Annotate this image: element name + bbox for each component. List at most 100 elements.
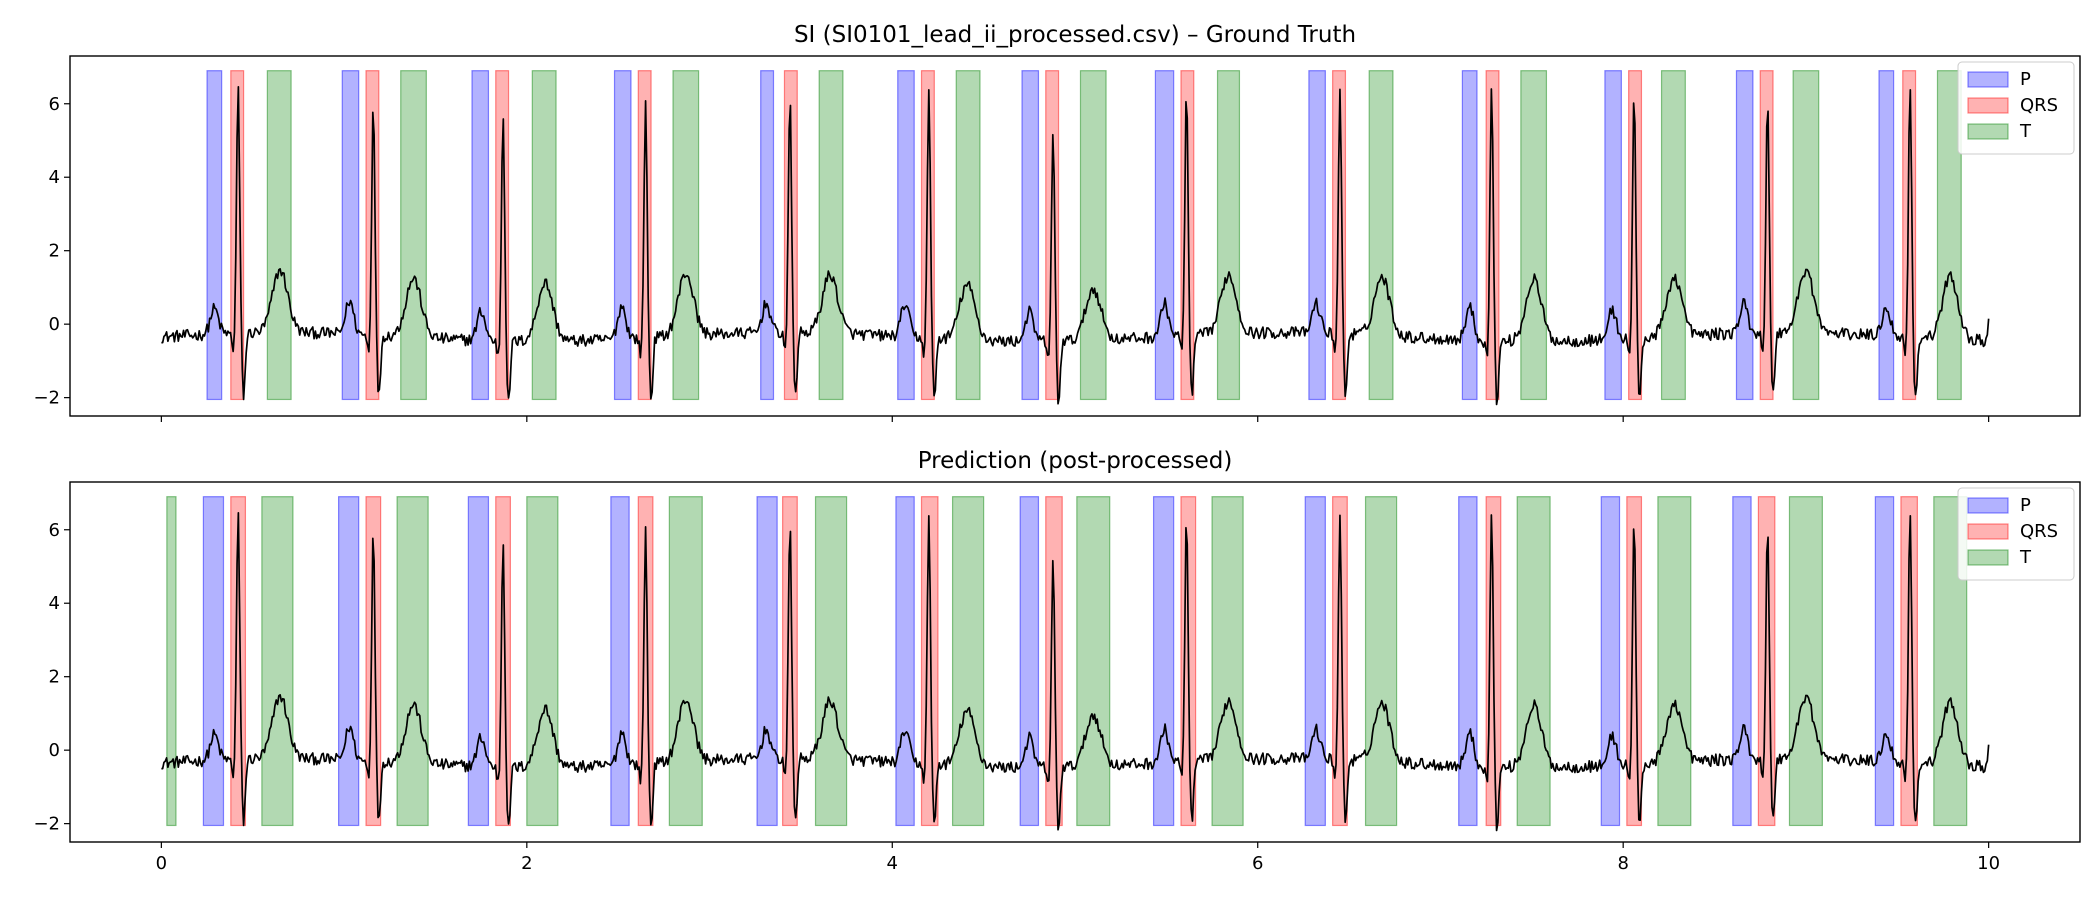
- y-tick-label: −2: [33, 388, 60, 409]
- p-segment-band: [1600, 496, 1621, 827]
- legend-label-t: T: [2019, 547, 2032, 568]
- y-tick-label: 4: [49, 167, 60, 188]
- p-segment-band: [1874, 496, 1895, 827]
- legend-swatch-p: [1967, 71, 2009, 88]
- p-segment-band: [1152, 496, 1175, 827]
- prediction-title: Prediction (post-processed): [918, 448, 1233, 474]
- t-segment-band: [1076, 496, 1111, 827]
- t-segment-band: [166, 496, 177, 827]
- legend-label-t: T: [2019, 121, 2032, 142]
- legend-swatch-t: [1967, 123, 2009, 140]
- prediction-panel: Prediction (post-processed) −2 0 2 4 6 0 2 4 6 8 1…: [33, 448, 2081, 874]
- p-segment-band: [1461, 70, 1478, 401]
- prediction-axes: −2 0 2 4 6 0 2 4 6 8 10: [33, 481, 2081, 874]
- p-segment-band: [1732, 496, 1752, 827]
- axes-frame: [69, 481, 2081, 843]
- legend-swatch-qrs: [1967, 97, 2009, 114]
- p-segment-band: [206, 70, 223, 401]
- t-segment-band: [955, 70, 981, 401]
- legend-label-p: P: [2020, 495, 2031, 516]
- y-tick-label: −2: [33, 814, 60, 835]
- t-segment-band: [1516, 496, 1551, 827]
- prediction-signal: [161, 511, 1990, 832]
- p-segment-band: [202, 496, 225, 827]
- x-tick-label: 6: [1252, 853, 1263, 874]
- p-segment-band: [610, 496, 630, 827]
- p-segment-band: [1458, 496, 1478, 827]
- qrs-segment-band: [1180, 70, 1195, 401]
- ground-truth-legend: P QRS T: [1957, 61, 2075, 155]
- p-segment-band: [467, 496, 490, 827]
- x-tick-label: 4: [887, 853, 898, 874]
- y-tick-label: 4: [49, 593, 60, 614]
- p-segment-band: [1735, 70, 1754, 401]
- p-segment-band: [1878, 70, 1895, 401]
- t-segment-band: [1368, 70, 1394, 401]
- x-tick-label: 2: [521, 853, 532, 874]
- x-tick-label: 8: [1617, 853, 1628, 874]
- p-segment-band: [897, 70, 915, 401]
- legend-label-qrs: QRS: [2020, 521, 2058, 542]
- y-tick-label: 0: [49, 740, 60, 761]
- qrs-segment-band: [783, 70, 798, 401]
- legend-swatch-p: [1967, 497, 2009, 514]
- y-tick-label: 0: [49, 314, 60, 335]
- legend-box: [1957, 61, 2075, 155]
- t-segment-band: [1788, 496, 1823, 827]
- t-segment-band: [818, 70, 844, 401]
- ground-truth-signal: [161, 85, 1990, 406]
- t-segment-band: [1211, 496, 1244, 827]
- t-segment-band: [1792, 70, 1820, 401]
- x-tick-label: 10: [1977, 853, 2000, 874]
- t-segment-band: [531, 70, 557, 401]
- p-segment-band: [760, 70, 775, 401]
- prediction-legend: P QRS T: [1957, 487, 2075, 581]
- t-segment-band: [400, 70, 427, 401]
- legend-label-p: P: [2020, 69, 2031, 90]
- p-segment-band: [1308, 70, 1326, 401]
- ground-truth-axes: −2 0 2 4 6: [33, 55, 2081, 422]
- p-segment-band: [756, 496, 778, 827]
- p-segment-band: [1304, 496, 1326, 827]
- t-segment-band: [1364, 496, 1398, 827]
- x-tick-label: 0: [156, 853, 167, 874]
- legend-swatch-t: [1967, 549, 2009, 566]
- t-segment-band: [1936, 70, 1962, 401]
- t-segment-band: [1657, 496, 1692, 827]
- p-segment-band: [471, 70, 490, 401]
- ecg-signal-line: [161, 511, 1990, 832]
- ecg-signal-line: [161, 85, 1990, 406]
- legend-label-qrs: QRS: [2020, 95, 2058, 116]
- p-segment-band: [613, 70, 632, 401]
- t-segment-band: [526, 496, 559, 827]
- ground-truth-panel: SI (SI0101_lead_ii_processed.csv) – Grou…: [33, 22, 2081, 422]
- p-segment-band: [338, 496, 360, 827]
- t-segment-band: [1660, 70, 1686, 401]
- y-tick-label: 6: [49, 520, 60, 541]
- y-tick-label: 6: [49, 94, 60, 115]
- p-segment-band: [1019, 496, 1040, 827]
- p-segment-band: [1154, 70, 1175, 401]
- y-tick-label: 2: [49, 241, 60, 262]
- t-segment-band: [951, 496, 985, 827]
- p-segment-band: [1021, 70, 1040, 401]
- t-segment-band: [261, 496, 294, 827]
- ground-truth-bands: [206, 70, 1962, 401]
- t-segment-band: [266, 70, 292, 401]
- p-segment-band: [341, 70, 360, 401]
- y-tick-label: 2: [49, 667, 60, 688]
- legend-swatch-qrs: [1967, 523, 2009, 540]
- p-segment-band: [895, 496, 915, 827]
- ground-truth-title: SI (SI0101_lead_ii_processed.csv) – Grou…: [794, 22, 1356, 48]
- t-segment-band: [668, 496, 703, 827]
- t-segment-band: [672, 70, 700, 401]
- t-segment-band: [396, 496, 429, 827]
- t-segment-band: [814, 496, 848, 827]
- legend-box: [1957, 487, 2075, 581]
- p-segment-band: [1604, 70, 1622, 401]
- t-segment-band: [1520, 70, 1548, 401]
- axes-frame: [69, 55, 2081, 417]
- t-segment-band: [1079, 70, 1107, 401]
- t-segment-band: [1216, 70, 1241, 401]
